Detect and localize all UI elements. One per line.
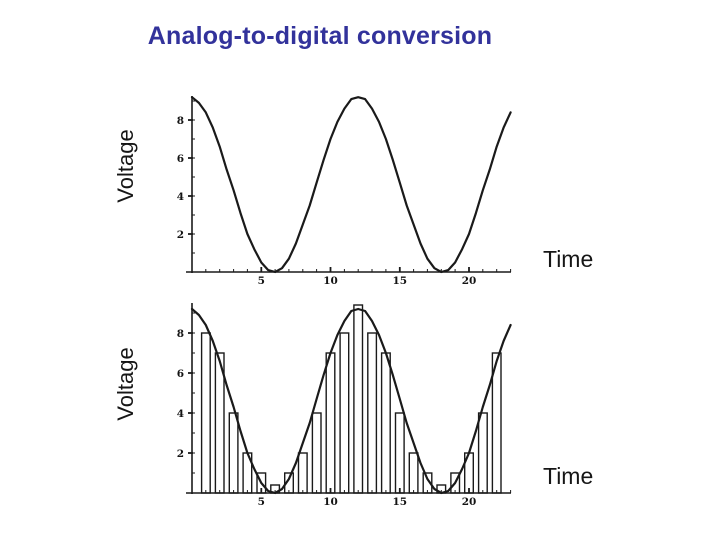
sample-bar bbox=[228, 412, 239, 494]
y-tick-label: 6 bbox=[177, 368, 184, 380]
analog-signal-chart: 5 10 15 20 2 4 6 8 bbox=[177, 96, 512, 287]
y-tick-label: 4 bbox=[177, 191, 184, 203]
x-tick-label: 20 bbox=[462, 275, 477, 287]
sample-bar bbox=[477, 412, 488, 494]
sampled-signal-curve bbox=[190, 307, 512, 495]
y-tick-label: 8 bbox=[177, 115, 184, 127]
slide-title: Analog-to-digital conversion bbox=[147, 22, 493, 50]
analog-chart-x-axis-label: Time bbox=[543, 246, 594, 272]
sample-bar bbox=[394, 412, 405, 494]
sample-bar bbox=[353, 304, 364, 494]
x-tick-label: 15 bbox=[392, 496, 407, 508]
x-tick-label: 10 bbox=[323, 275, 338, 287]
x-tick-label: 15 bbox=[392, 275, 407, 287]
sample-bar bbox=[297, 452, 308, 494]
y-tick-label: 8 bbox=[177, 328, 184, 340]
sample-bar bbox=[200, 332, 211, 494]
sample-bar bbox=[367, 332, 378, 494]
sample-bar bbox=[325, 352, 336, 494]
sample-bar bbox=[311, 412, 322, 494]
sampled-signal-chart: 5 10 15 20 2 4 6 8 bbox=[177, 303, 512, 508]
x-tick-label: 5 bbox=[258, 496, 265, 508]
x-tick-label: 5 bbox=[258, 275, 265, 287]
sample-bar bbox=[408, 452, 419, 494]
sampled-chart-x-axis-label: Time bbox=[543, 463, 594, 489]
y-tick-label: 4 bbox=[177, 408, 184, 420]
x-tick-label: 10 bbox=[323, 496, 338, 508]
analog-signal-curve bbox=[190, 96, 512, 274]
x-tick-label: 20 bbox=[462, 496, 477, 508]
y-tick-label: 2 bbox=[177, 448, 184, 460]
sample-bar bbox=[339, 332, 350, 494]
sample-bar bbox=[380, 352, 391, 494]
y-tick-label: 2 bbox=[177, 229, 184, 241]
y-tick-label: 6 bbox=[177, 153, 184, 165]
